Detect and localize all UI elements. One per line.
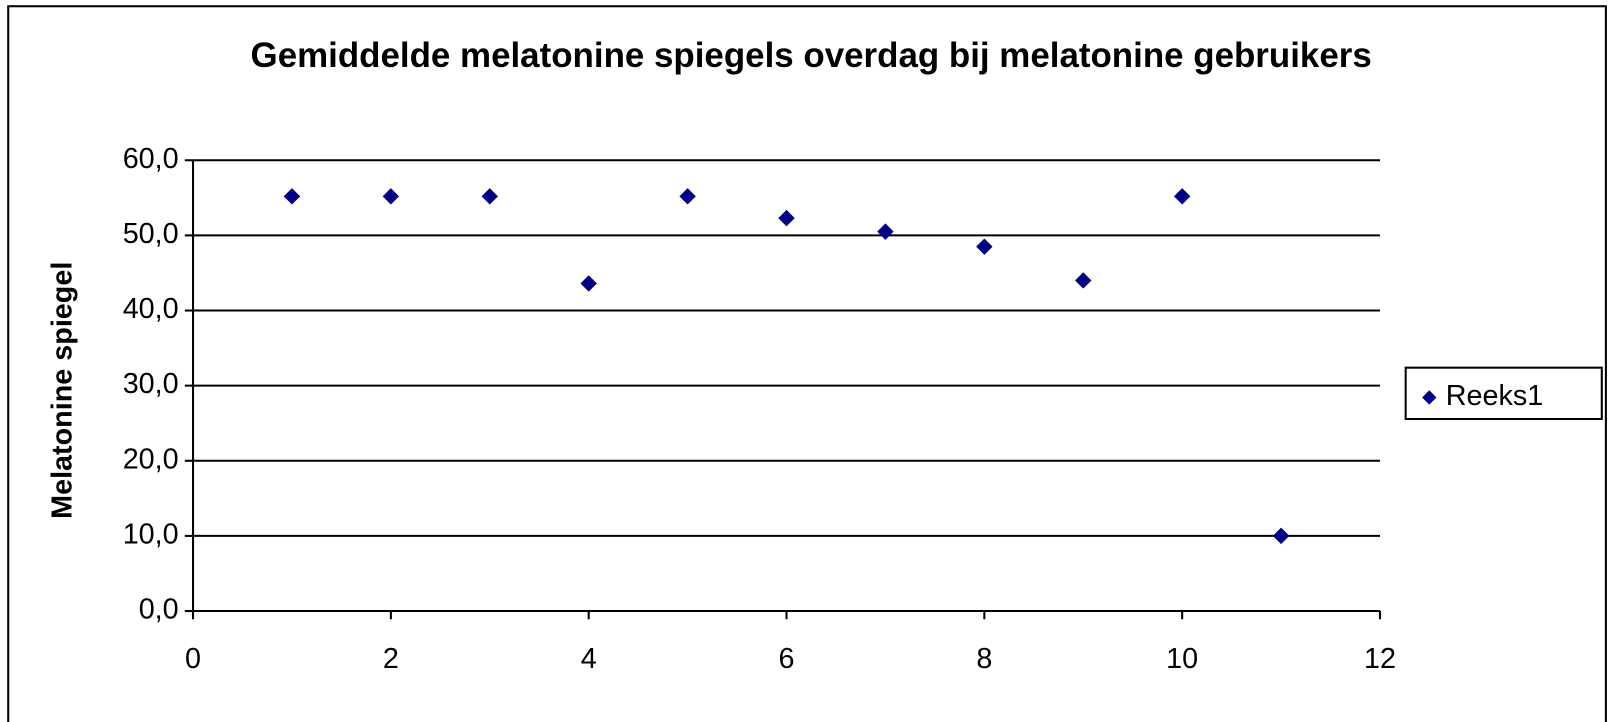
y-tick-label: 60,0 [123, 143, 179, 175]
y-tick-label: 10,0 [123, 518, 179, 550]
y-tick-label: 20,0 [123, 443, 179, 475]
x-tick-label: 12 [1364, 643, 1396, 675]
x-tick-label: 6 [779, 643, 795, 675]
x-tick-label: 2 [383, 643, 399, 675]
y-axis-label: Melatonine spiegel [46, 262, 78, 519]
point [1173, 188, 1191, 205]
legend-marker [1422, 390, 1437, 405]
point [580, 275, 597, 292]
legend-label: Reeks1 [1446, 380, 1543, 412]
x-tick-label: 0 [185, 643, 201, 675]
x-tick-label: 4 [581, 643, 597, 675]
point [976, 238, 993, 255]
chart-title: Gemiddelde melatonine spiegels overdag b… [251, 36, 1372, 75]
point [481, 188, 498, 205]
point [283, 188, 301, 205]
y-tick-label: 50,0 [123, 218, 179, 250]
point [382, 188, 400, 205]
point [778, 209, 795, 227]
x-tick-label: 10 [1166, 643, 1198, 675]
point [1075, 272, 1092, 289]
y-tick-label: 0,0 [139, 594, 179, 626]
point [679, 188, 696, 205]
chart-frame [7, 5, 1607, 722]
point [1272, 527, 1290, 545]
y-tick-label: 40,0 [123, 293, 179, 325]
legend [1404, 366, 1603, 421]
x-tick-label: 8 [976, 643, 992, 675]
y-tick-label: 30,0 [123, 368, 179, 400]
